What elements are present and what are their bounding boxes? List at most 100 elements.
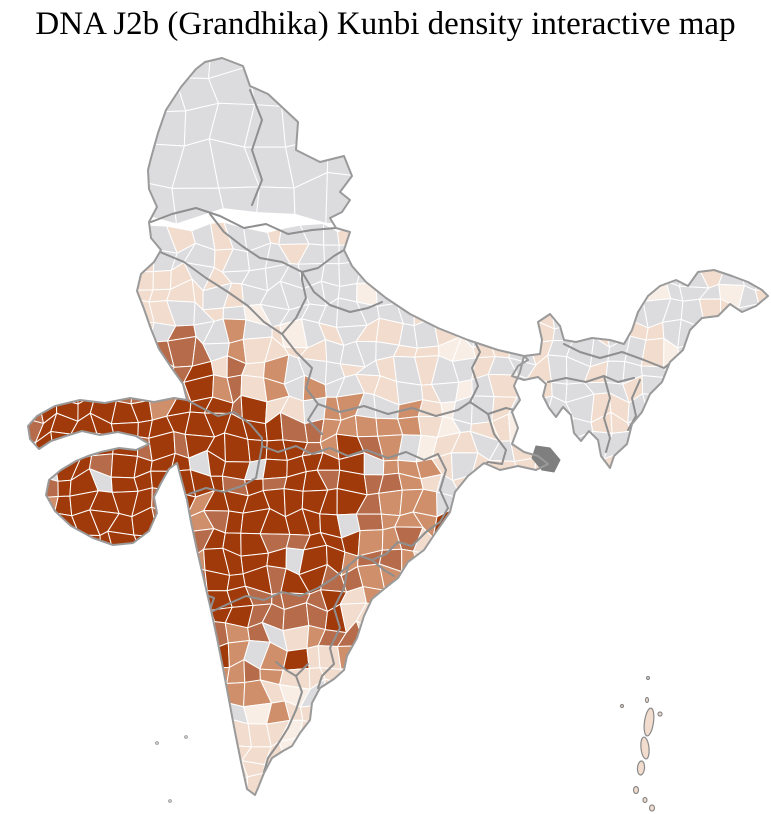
district-cell[interactable] — [564, 489, 588, 518]
district-cell[interactable] — [613, 261, 632, 289]
district-cell[interactable] — [74, 792, 99, 814]
district-cell[interactable] — [0, 439, 20, 456]
district-cell[interactable] — [436, 608, 457, 624]
district-cell[interactable] — [32, 740, 60, 766]
district-cell[interactable] — [89, 605, 118, 627]
district-cell[interactable] — [551, 280, 569, 311]
district-cell[interactable] — [126, 564, 149, 594]
district-cell[interactable] — [17, 343, 40, 365]
district-cell[interactable] — [53, 548, 82, 572]
district-cell[interactable] — [496, 592, 517, 613]
district-cell[interactable] — [756, 224, 771, 249]
district-cell[interactable] — [111, 584, 135, 609]
district-cell[interactable] — [526, 548, 549, 575]
district-cell[interactable] — [573, 681, 591, 708]
district-cell[interactable] — [582, 699, 607, 727]
district-cell[interactable] — [662, 475, 687, 497]
district-cell[interactable] — [682, 532, 705, 548]
district-cell[interactable] — [374, 262, 399, 284]
district-cell[interactable] — [515, 222, 537, 253]
district-cell[interactable] — [754, 530, 771, 553]
district-cell[interactable] — [756, 777, 771, 799]
district-cell[interactable] — [534, 736, 558, 760]
district-cell[interactable] — [546, 779, 577, 803]
district-cell[interactable] — [534, 137, 582, 174]
district-cell[interactable] — [360, 663, 377, 691]
district-cell[interactable] — [703, 526, 729, 557]
district-cell[interactable] — [36, 641, 63, 666]
district-cell[interactable] — [473, 221, 491, 252]
district-cell[interactable] — [588, 774, 609, 799]
district-cell[interactable] — [665, 753, 687, 782]
district-cell[interactable] — [262, 458, 288, 480]
district-cell[interactable] — [719, 526, 747, 557]
district-cell[interactable] — [0, 381, 23, 406]
district-cell[interactable] — [18, 469, 39, 499]
district-cell[interactable] — [716, 774, 746, 803]
district-cell[interactable] — [738, 610, 765, 630]
district-cell[interactable] — [16, 758, 40, 781]
district-cell[interactable] — [224, 510, 244, 534]
district-cell[interactable] — [489, 265, 520, 291]
district-cell[interactable] — [375, 753, 401, 781]
district-cell[interactable] — [620, 222, 651, 254]
district-cell[interactable] — [92, 734, 111, 763]
district-cell[interactable] — [603, 222, 628, 252]
district-cell[interactable] — [723, 374, 738, 404]
district-cell[interactable] — [54, 736, 81, 764]
district-cell[interactable] — [397, 760, 424, 784]
district-cell[interactable] — [33, 147, 80, 183]
district-cell[interactable] — [436, 757, 453, 785]
district-cell[interactable] — [589, 280, 615, 306]
district-cell[interactable] — [688, 608, 706, 630]
district-cell[interactable] — [488, 490, 517, 518]
district-cell[interactable] — [322, 734, 340, 757]
district-cell[interactable] — [222, 305, 247, 321]
district-cell[interactable] — [721, 470, 744, 493]
district-cell[interactable] — [184, 668, 216, 682]
district-cell[interactable] — [345, 679, 362, 703]
district-cell[interactable] — [278, 736, 301, 764]
district-cell[interactable] — [590, 586, 613, 612]
district-cell[interactable] — [0, 299, 23, 325]
district-cell[interactable] — [742, 736, 763, 763]
district-cell[interactable] — [584, 228, 608, 251]
district-cell[interactable] — [621, 793, 644, 814]
district-cell[interactable] — [662, 225, 683, 246]
district-cell[interactable] — [393, 176, 433, 221]
district-cell[interactable] — [55, 375, 79, 405]
district-cell[interactable] — [358, 699, 378, 729]
district-cell[interactable] — [285, 776, 307, 803]
district-cell[interactable] — [582, 715, 612, 748]
district-cell[interactable] — [641, 643, 672, 671]
district-cell[interactable] — [713, 75, 762, 115]
district-cell[interactable] — [472, 757, 499, 785]
district-cell[interactable] — [214, 680, 228, 703]
district-cell[interactable] — [625, 261, 653, 291]
district-cell[interactable] — [682, 544, 705, 569]
district-cell[interactable] — [376, 716, 406, 741]
district-cell[interactable] — [514, 611, 535, 634]
district-cell[interactable] — [544, 417, 575, 442]
district-cell[interactable] — [527, 726, 558, 745]
district-cell[interactable] — [146, 564, 171, 595]
district-cell[interactable] — [327, 799, 346, 814]
district-cell[interactable] — [241, 802, 265, 812]
district-cell[interactable] — [700, 544, 721, 569]
district-cell[interactable] — [544, 606, 571, 631]
district-cell[interactable] — [411, 620, 443, 653]
district-cell[interactable] — [756, 395, 771, 424]
district-cell[interactable] — [530, 678, 551, 707]
district-cell[interactable] — [574, 756, 590, 786]
district-cell[interactable] — [489, 286, 517, 304]
district-cell[interactable] — [104, 174, 143, 218]
district-cell[interactable] — [528, 506, 552, 534]
district-cell[interactable] — [304, 794, 328, 814]
district-cell[interactable] — [620, 525, 651, 558]
district-cell[interactable] — [426, 179, 475, 221]
district-cell[interactable] — [108, 241, 132, 273]
district-cell[interactable] — [758, 736, 771, 763]
district-cell[interactable] — [664, 377, 689, 401]
district-cell[interactable] — [451, 735, 476, 762]
district-cell[interactable] — [489, 250, 520, 267]
